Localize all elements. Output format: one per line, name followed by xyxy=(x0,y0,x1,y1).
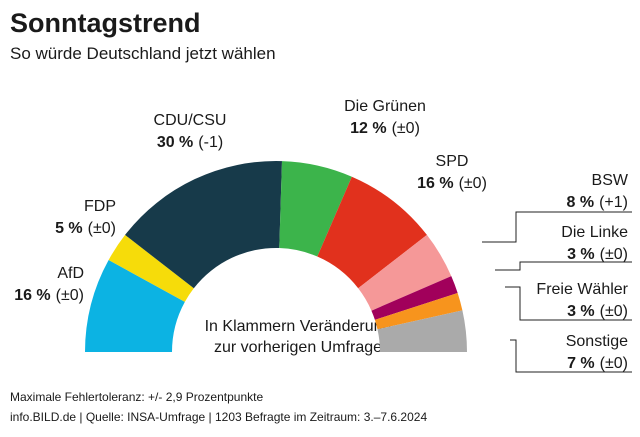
leader-line xyxy=(482,211,632,243)
center-note: zur vorherigen Umfrage xyxy=(214,339,382,356)
label-name: Sonstige xyxy=(566,333,628,350)
footer: Maximale Fehlertoleranz: +/- 2,9 Prozent… xyxy=(10,390,263,404)
chart-title: Sonntagstrend xyxy=(10,8,201,38)
label-name: AfD xyxy=(57,265,84,282)
label-name: FDP xyxy=(84,198,116,215)
value-label: 12 % xyxy=(350,120,386,137)
leader-line xyxy=(505,286,632,321)
change-label: (±0) xyxy=(600,303,628,320)
wedge xyxy=(85,259,185,352)
change-label: (±0) xyxy=(600,355,628,372)
value-label: 7 % xyxy=(567,355,595,372)
footer: info.BILD.de | Quelle: INSA-Umfrage | 12… xyxy=(10,410,427,424)
change-label: (+1) xyxy=(599,194,628,211)
label-name: Die Grünen xyxy=(344,98,426,115)
label-value: 7 % (±0) xyxy=(567,355,628,372)
value-label: 16 % xyxy=(417,175,453,192)
label-value: 3 % (±0) xyxy=(567,303,628,320)
label-name: CDU/CSU xyxy=(154,112,227,129)
center-note: In Klammern Veränderung xyxy=(205,318,392,335)
wedge xyxy=(108,234,194,302)
label-value: 8 % (+1) xyxy=(567,194,628,211)
change-label: (±0) xyxy=(459,175,487,192)
value-label: 30 % xyxy=(157,134,193,151)
wedge xyxy=(358,234,452,311)
label-value: 30 % (-1) xyxy=(157,134,223,151)
wedge xyxy=(125,161,282,289)
value-label: 3 % xyxy=(567,246,595,263)
value-label: 3 % xyxy=(567,303,595,320)
label-value: 16 % (±0) xyxy=(14,287,84,304)
wedge xyxy=(317,176,427,289)
chart-subtitle: So würde Deutschland jetzt wählen xyxy=(10,44,276,63)
label-value: 16 % (±0) xyxy=(417,175,487,192)
leader-line xyxy=(495,261,632,271)
label-value: 3 % (±0) xyxy=(567,246,628,263)
wedge xyxy=(279,161,352,257)
value-label: 8 % xyxy=(567,194,595,211)
value-label: 16 % xyxy=(14,287,50,304)
label-name: Freie Wähler xyxy=(536,281,628,298)
wedge xyxy=(371,276,458,320)
label-name: Die Linke xyxy=(561,224,628,241)
change-label: (±0) xyxy=(600,246,628,263)
change-label: (±0) xyxy=(88,220,116,237)
label-name: BSW xyxy=(592,172,629,189)
leader-line xyxy=(510,339,632,373)
label-name: SPD xyxy=(436,153,469,170)
value-label: 5 % xyxy=(55,220,83,237)
label-value: 5 % (±0) xyxy=(55,220,116,237)
wedge xyxy=(377,310,467,352)
change-label: (-1) xyxy=(198,134,223,151)
label-value: 12 % (±0) xyxy=(350,120,420,137)
change-label: (±0) xyxy=(56,287,84,304)
change-label: (±0) xyxy=(392,120,420,137)
wedge xyxy=(374,292,463,330)
